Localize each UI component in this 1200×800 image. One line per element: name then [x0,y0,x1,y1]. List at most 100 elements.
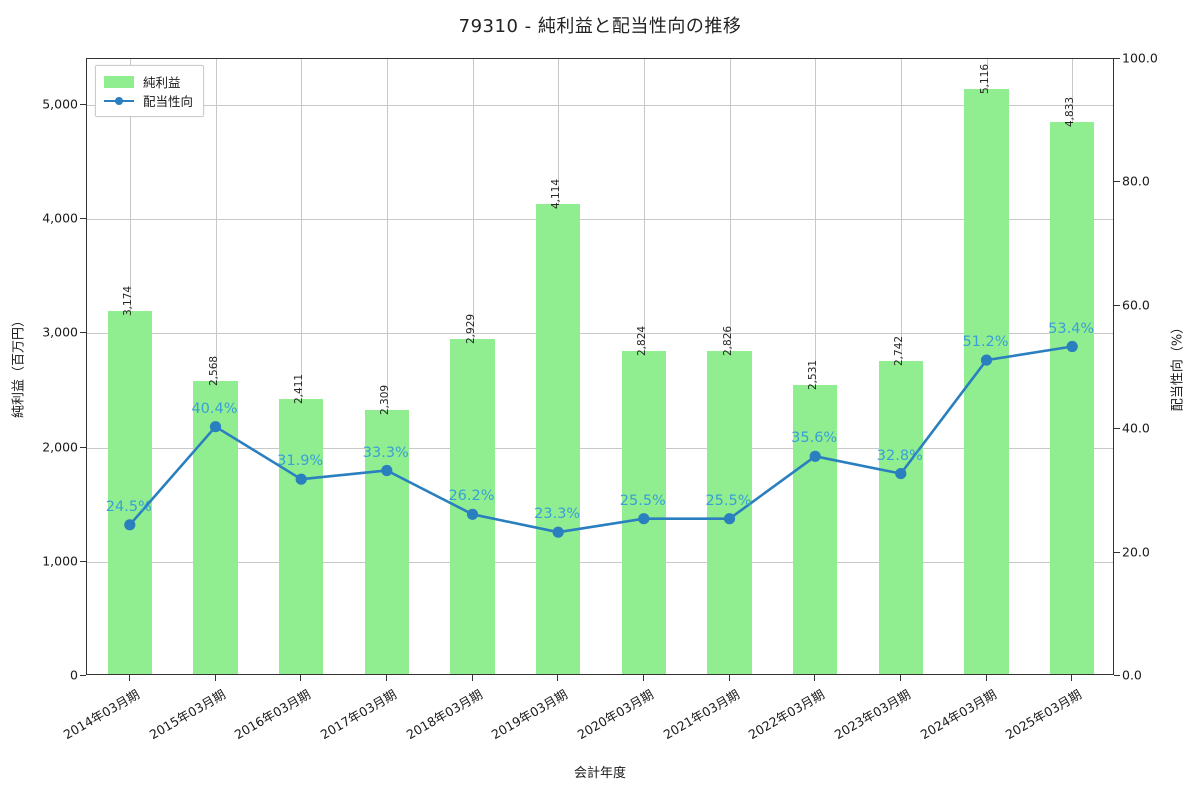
y-tick-mark-left [80,446,86,448]
x-tick-label: 2018年03月期 [403,686,485,743]
x-tick-mark [385,675,387,681]
bar-value-label: 2,824 [635,326,648,357]
x-tick-mark [214,675,216,681]
y-tick-mark-right [1114,181,1120,183]
payout-ratio-value-label: 53.4% [1048,320,1095,337]
x-tick-label: 2020年03月期 [574,686,656,743]
bar-value-label: 2,568 [207,355,220,386]
bar [278,398,324,674]
x-tick-mark [899,675,901,681]
bar-value-label: 2,309 [378,385,391,416]
legend-line-swatch-icon [104,95,134,107]
payout-ratio-line [124,340,1078,538]
gridline-vertical [386,59,388,674]
bar-value-label: 3,174 [121,286,134,317]
x-tick-label: 2023年03月期 [831,686,913,743]
payout-ratio-value-label: 51.2% [962,334,1009,351]
payout-ratio-value-label: 31.9% [277,453,324,470]
plot-inner [87,59,1113,674]
payout-ratio-value-label: 32.8% [876,447,923,464]
bar-value-label: 2,929 [464,314,477,345]
payout-ratio-value-label: 23.3% [534,506,581,523]
y-tick-mark-right [1114,428,1120,430]
legend-label-net-income: 純利益 [143,75,181,90]
payout-ratio-value-label: 24.5% [105,498,152,515]
x-tick-mark [128,675,130,681]
x-tick-mark [985,675,987,681]
x-tick-label: 2024年03月期 [917,686,999,743]
gridline-vertical [301,59,303,674]
data-point-marker [552,526,564,538]
x-tick-mark [642,675,644,681]
y-tick-label-left: 1,000 [42,553,78,569]
data-point-marker [809,450,821,462]
x-tick-label: 2016年03月期 [231,686,314,743]
y-tick-mark-right [1114,58,1120,59]
x-tick-mark [728,675,730,681]
y-tick-mark-right [1114,551,1120,553]
plot-area [86,58,1114,675]
y-tick-label-left: 0 [70,667,78,683]
bar-value-label: 4,114 [550,178,563,209]
x-tick-label: 2017年03月期 [317,686,399,743]
y-tick-label-right: 0.0 [1122,667,1142,683]
data-point-marker [209,421,222,433]
data-point-marker [124,519,136,531]
data-point-marker [381,464,393,477]
y-tick-mark-left [80,560,86,562]
bar [1049,121,1095,674]
bar [707,351,752,674]
bar [878,360,924,674]
y-tick-mark-left [80,675,86,676]
x-axis-label: 会計年度 [573,766,626,781]
y-tick-label-left: 3,000 [42,324,78,340]
x-tick-mark [1071,675,1073,681]
y-tick-label-left: 2,000 [42,439,78,454]
payout-ratio-value-label: 33.3% [362,444,409,461]
payout-ratio-value-label: 26.2% [448,488,495,505]
data-point-marker [295,473,307,485]
payout-ratio-value-label: 25.5% [619,492,666,509]
bar [621,351,667,674]
x-tick-mark [557,675,559,681]
y-axis-label-left: 純利益（百万円） [11,314,27,419]
data-point-marker [980,354,993,366]
gridline-vertical [215,59,217,674]
x-tick-label: 2022年03月期 [745,686,828,743]
x-tick-mark [814,675,816,681]
data-point-marker [1066,340,1078,353]
bar-value-label: 4,833 [1064,96,1077,127]
bar-value-label: 2,742 [892,335,905,366]
payout-ratio-value-label: 35.6% [791,430,838,447]
x-tick-label: 2025年03月期 [1002,686,1085,743]
data-point-marker [638,513,650,525]
y-tick-mark-left [80,218,86,219]
x-tick-label: 2019年03月期 [488,686,571,743]
y-tick-label-right: 100.0 [1122,50,1158,66]
y-tick-label-right: 40.0 [1122,420,1150,436]
bar [364,410,410,674]
gridline-horizontal [87,333,1113,335]
legend-bar-swatch-icon [104,75,134,88]
legend-label-payout-ratio: 配当性向 [143,94,194,109]
x-tick-label: 2014年03月期 [60,686,142,743]
legend-item-net-income[interactable]: 純利益 [104,72,193,91]
data-point-marker [895,468,907,480]
bar-value-label: 2,411 [293,373,306,404]
y-tick-label-left: 4,000 [42,210,78,226]
payout-ratio-value-label: 25.5% [705,492,752,509]
legend-item-payout-ratio[interactable]: 配当性向 [104,91,193,110]
x-tick-mark [300,675,302,681]
y-tick-label-left: 5,000 [42,96,78,112]
bar [107,311,153,674]
y-tick-label-right: 20.0 [1122,544,1150,560]
y-tick-label-right: 80.0 [1122,173,1150,189]
payout-ratio-value-label: 40.4% [191,400,238,417]
data-point-marker [466,508,479,520]
y-tick-mark-left [80,103,86,105]
data-point-marker [723,513,736,525]
y-tick-label-right: 60.0 [1122,297,1150,313]
bar-value-label: 5,116 [978,64,991,95]
gridline-vertical [815,59,817,674]
